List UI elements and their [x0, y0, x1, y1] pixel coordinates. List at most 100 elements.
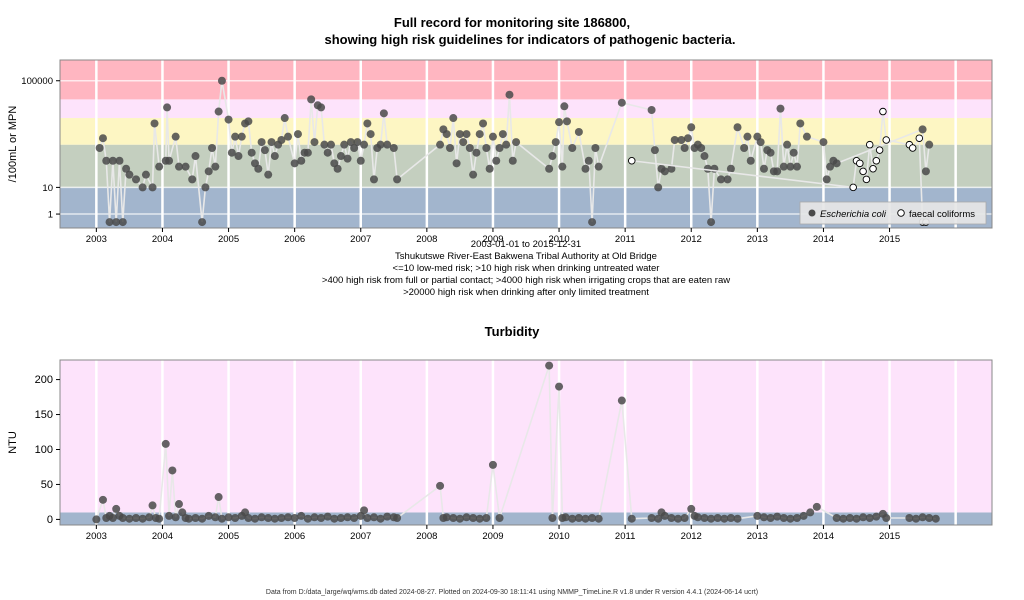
- data-point: [707, 218, 716, 227]
- data-point: [92, 515, 101, 524]
- data-point: [713, 514, 722, 523]
- data-point: [141, 170, 150, 179]
- data-point: [759, 513, 768, 522]
- data-point: [161, 439, 170, 448]
- data-point: [849, 183, 857, 192]
- data-point: [188, 175, 197, 184]
- data-point: [545, 361, 554, 370]
- x-tick-label: 2003: [86, 234, 107, 245]
- data-point: [872, 156, 881, 165]
- x-tick-label: 2009: [482, 234, 503, 245]
- data-point: [217, 76, 226, 85]
- data-point: [168, 466, 177, 475]
- data-point: [118, 514, 127, 523]
- data-point: [482, 144, 491, 153]
- data-point: [455, 130, 464, 139]
- data-point: [588, 514, 597, 523]
- data-point: [766, 148, 775, 157]
- data-point: [859, 513, 868, 522]
- data-point: [743, 132, 752, 141]
- turbidity-chart: 0 50 100 150 200 2003 2004 2005 2006 2007 2008 2009…: [7, 359, 993, 540]
- data-point: [284, 513, 293, 522]
- data-point: [340, 140, 349, 149]
- data-point: [561, 513, 570, 522]
- data-point: [118, 218, 127, 227]
- data-point: [436, 481, 445, 490]
- data-point: [555, 382, 564, 391]
- data-point: [211, 513, 220, 522]
- data-point: [802, 132, 811, 141]
- data-point: [726, 514, 735, 523]
- data-point: [495, 144, 504, 153]
- data-point: [766, 514, 775, 523]
- data-point: [346, 138, 355, 147]
- data-point: [383, 140, 392, 149]
- data-point: [707, 514, 716, 523]
- data-point: [786, 514, 795, 523]
- data-point: [191, 514, 200, 523]
- data-point: [512, 138, 521, 147]
- subtitle-date-range: 2003-01-01 to 2015-12-31: [470, 239, 582, 250]
- data-point: [716, 175, 725, 184]
- data-point: [320, 140, 329, 149]
- y-tick-label: 150: [35, 409, 53, 421]
- data-point: [856, 159, 864, 168]
- data-point: [234, 152, 243, 161]
- data-point: [363, 514, 372, 523]
- turbidity-title: Turbidity: [484, 324, 540, 339]
- data-point: [581, 514, 590, 523]
- data-point: [369, 175, 378, 184]
- data-point: [617, 98, 626, 107]
- data-point: [247, 148, 256, 157]
- data-point: [733, 514, 742, 523]
- data-point: [254, 164, 263, 173]
- data-point: [832, 159, 841, 168]
- subtitle-risk-10: <=10 low-med risk; >10 high risk when dr…: [392, 263, 660, 274]
- x-tick-label: 2008: [416, 531, 437, 540]
- plot-frame: [59, 359, 993, 526]
- data-point: [442, 513, 451, 522]
- x-tick-label: 2013: [747, 531, 768, 540]
- y-axis-title: NTU: [7, 431, 19, 454]
- data-point: [584, 156, 593, 165]
- data-point: [455, 514, 464, 523]
- data-point: [562, 117, 571, 126]
- data-point: [660, 167, 669, 176]
- data-point: [297, 156, 306, 165]
- x-tick-label: 2007: [350, 234, 371, 245]
- data-point: [650, 146, 659, 155]
- data-point: [508, 156, 517, 165]
- data-point: [336, 152, 345, 161]
- data-point: [723, 175, 732, 184]
- data-point: [165, 511, 174, 520]
- data-point: [317, 514, 326, 523]
- data-point: [560, 102, 569, 111]
- data-point: [260, 146, 269, 155]
- data-point: [588, 218, 597, 227]
- data-point: [138, 514, 147, 523]
- data-point: [98, 134, 107, 143]
- legend-label-faecal-coliforms: faecal coliforms: [909, 209, 975, 220]
- data-point: [670, 135, 679, 144]
- data-point: [700, 152, 709, 161]
- data-point: [862, 175, 871, 184]
- data-point: [574, 514, 583, 523]
- data-point: [931, 514, 940, 523]
- data-point: [915, 134, 924, 142]
- data-point: [505, 90, 514, 99]
- data-point: [145, 513, 154, 522]
- data-point: [921, 167, 930, 176]
- y-tick-label: 50: [41, 479, 53, 491]
- data-point: [733, 123, 742, 132]
- x-tick-label: 2012: [681, 234, 702, 245]
- chart-title-line-1: Full record for monitoring site 186800,: [393, 15, 631, 30]
- risk-band: [60, 118, 992, 145]
- data-point: [174, 500, 183, 509]
- y-tick-label: 100000: [21, 76, 53, 87]
- data-point: [293, 130, 302, 139]
- data-point: [227, 148, 236, 157]
- data-point: [360, 506, 369, 515]
- data-point: [277, 135, 286, 144]
- data-point: [353, 138, 362, 147]
- y-axis-title: /100mL or MPN: [7, 106, 19, 183]
